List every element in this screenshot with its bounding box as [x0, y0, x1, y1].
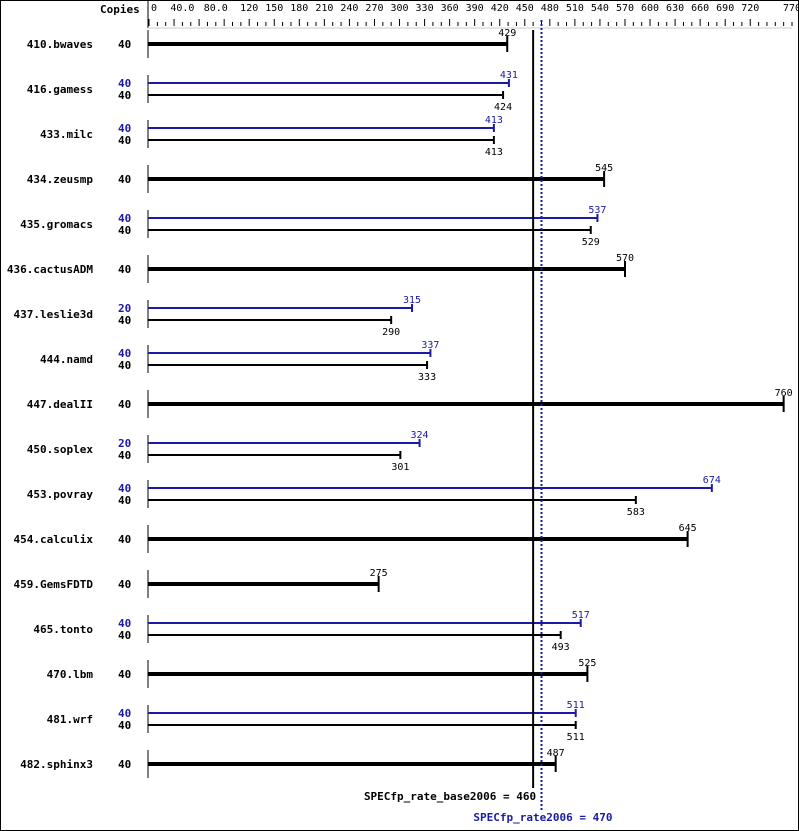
tick-label: 660 — [691, 3, 709, 14]
peak-copies: 40 — [118, 122, 131, 135]
tick-label: 570 — [616, 3, 634, 14]
base-copies: 40 — [118, 134, 131, 147]
base-value: 429 — [498, 28, 516, 39]
base-copies: 40 — [118, 758, 131, 771]
peak-value: 337 — [421, 340, 439, 351]
peak-copies: 20 — [118, 437, 131, 450]
peak-value: 511 — [567, 700, 585, 711]
peak-value: 537 — [588, 205, 606, 216]
peak-copies: 40 — [118, 212, 131, 225]
base-value: 583 — [627, 507, 645, 518]
tick-label: 180 — [290, 3, 308, 14]
benchmark-name: 453.povray — [27, 488, 94, 501]
peak-value: 674 — [703, 475, 721, 486]
peak-copies: 40 — [118, 482, 131, 495]
tick-label: 720 — [741, 3, 759, 14]
peak-value: 315 — [403, 295, 421, 306]
base-value: 529 — [582, 237, 600, 248]
base-copies: 40 — [118, 224, 131, 237]
copies-header: Copies — [100, 3, 140, 16]
base-value: 493 — [552, 642, 570, 653]
base-value: 570 — [616, 253, 634, 264]
base-copies: 40 — [118, 314, 131, 327]
benchmark-name: 410.bwaves — [27, 38, 93, 51]
base-value: 275 — [370, 568, 388, 579]
tick-label: 300 — [390, 3, 408, 14]
benchmark-name: 435.gromacs — [20, 218, 93, 231]
base-value: 487 — [547, 748, 565, 759]
benchmark-name: 465.tonto — [33, 623, 93, 636]
base-value: 413 — [485, 147, 503, 158]
benchmark-name: 470.lbm — [47, 668, 94, 681]
base-copies: 40 — [118, 89, 131, 102]
base-value: 333 — [418, 372, 436, 383]
base-value: 645 — [679, 523, 697, 534]
base-copies: 40 — [118, 359, 131, 372]
benchmark-name: 433.milc — [40, 128, 93, 141]
base-copies: 40 — [118, 629, 131, 642]
tick-label: 510 — [566, 3, 584, 14]
tick-label: 390 — [466, 3, 484, 14]
base-copies: 40 — [118, 494, 131, 507]
benchmark-name: 481.wrf — [47, 713, 93, 726]
benchmark-name: 437.leslie3d — [14, 308, 93, 321]
tick-label: 150 — [265, 3, 283, 14]
benchmark-name: 436.cactusADM — [7, 263, 93, 276]
tick-label: 240 — [340, 3, 358, 14]
benchmark-name: 447.dealII — [27, 398, 93, 411]
base-copies: 40 — [118, 533, 131, 546]
peak-copies: 20 — [118, 302, 131, 315]
tick-label: 120 — [240, 3, 258, 14]
tick-label: 770 — [783, 3, 799, 14]
peak-copies: 40 — [118, 347, 131, 360]
base-copies: 40 — [118, 398, 131, 411]
peak-copies: 40 — [118, 617, 131, 630]
peak-copies: 40 — [118, 77, 131, 90]
benchmark-name: 454.calculix — [14, 533, 94, 546]
base-value: 760 — [775, 388, 793, 399]
base-copies: 40 — [118, 578, 131, 591]
peak-summary-label: SPECfp_rate2006 = 470 — [473, 811, 612, 824]
tick-label: 690 — [716, 3, 734, 14]
tick-label: 630 — [666, 3, 684, 14]
tick-label: 270 — [365, 3, 383, 14]
base-copies: 40 — [118, 38, 131, 51]
base-copies: 40 — [118, 263, 131, 276]
benchmark-name: 482.sphinx3 — [20, 758, 93, 771]
base-copies: 40 — [118, 449, 131, 462]
benchmark-name: 444.namd — [40, 353, 93, 366]
tick-label: 480 — [541, 3, 559, 14]
peak-value: 517 — [572, 610, 590, 621]
tick-label: 40.0 — [170, 3, 194, 14]
tick-label: 0 — [151, 3, 157, 14]
benchmark-name: 450.soplex — [27, 443, 94, 456]
base-copies: 40 — [118, 668, 131, 681]
base-summary-label: SPECfp_rate_base2006 = 460 — [364, 790, 536, 803]
tick-label: 540 — [591, 3, 609, 14]
benchmark-name: 416.gamess — [27, 83, 93, 96]
peak-value: 324 — [411, 430, 429, 441]
tick-label: 80.0 — [204, 3, 228, 14]
tick-label: 450 — [516, 3, 534, 14]
base-value: 511 — [567, 732, 585, 743]
base-value: 290 — [382, 327, 400, 338]
base-value: 545 — [595, 163, 613, 174]
tick-label: 330 — [416, 3, 434, 14]
peak-copies: 40 — [118, 707, 131, 720]
base-value: 525 — [578, 658, 596, 669]
peak-value: 431 — [500, 70, 518, 81]
tick-label: 420 — [491, 3, 509, 14]
base-copies: 40 — [118, 173, 131, 186]
base-value: 424 — [494, 102, 512, 113]
tick-label: 210 — [315, 3, 333, 14]
peak-value: 413 — [485, 115, 503, 126]
base-copies: 40 — [118, 719, 131, 732]
benchmark-name: 434.zeusmp — [27, 173, 94, 186]
tick-label: 600 — [641, 3, 659, 14]
benchmark-name: 459.GemsFDTD — [14, 578, 94, 591]
tick-label: 360 — [441, 3, 459, 14]
base-value: 301 — [391, 462, 409, 473]
